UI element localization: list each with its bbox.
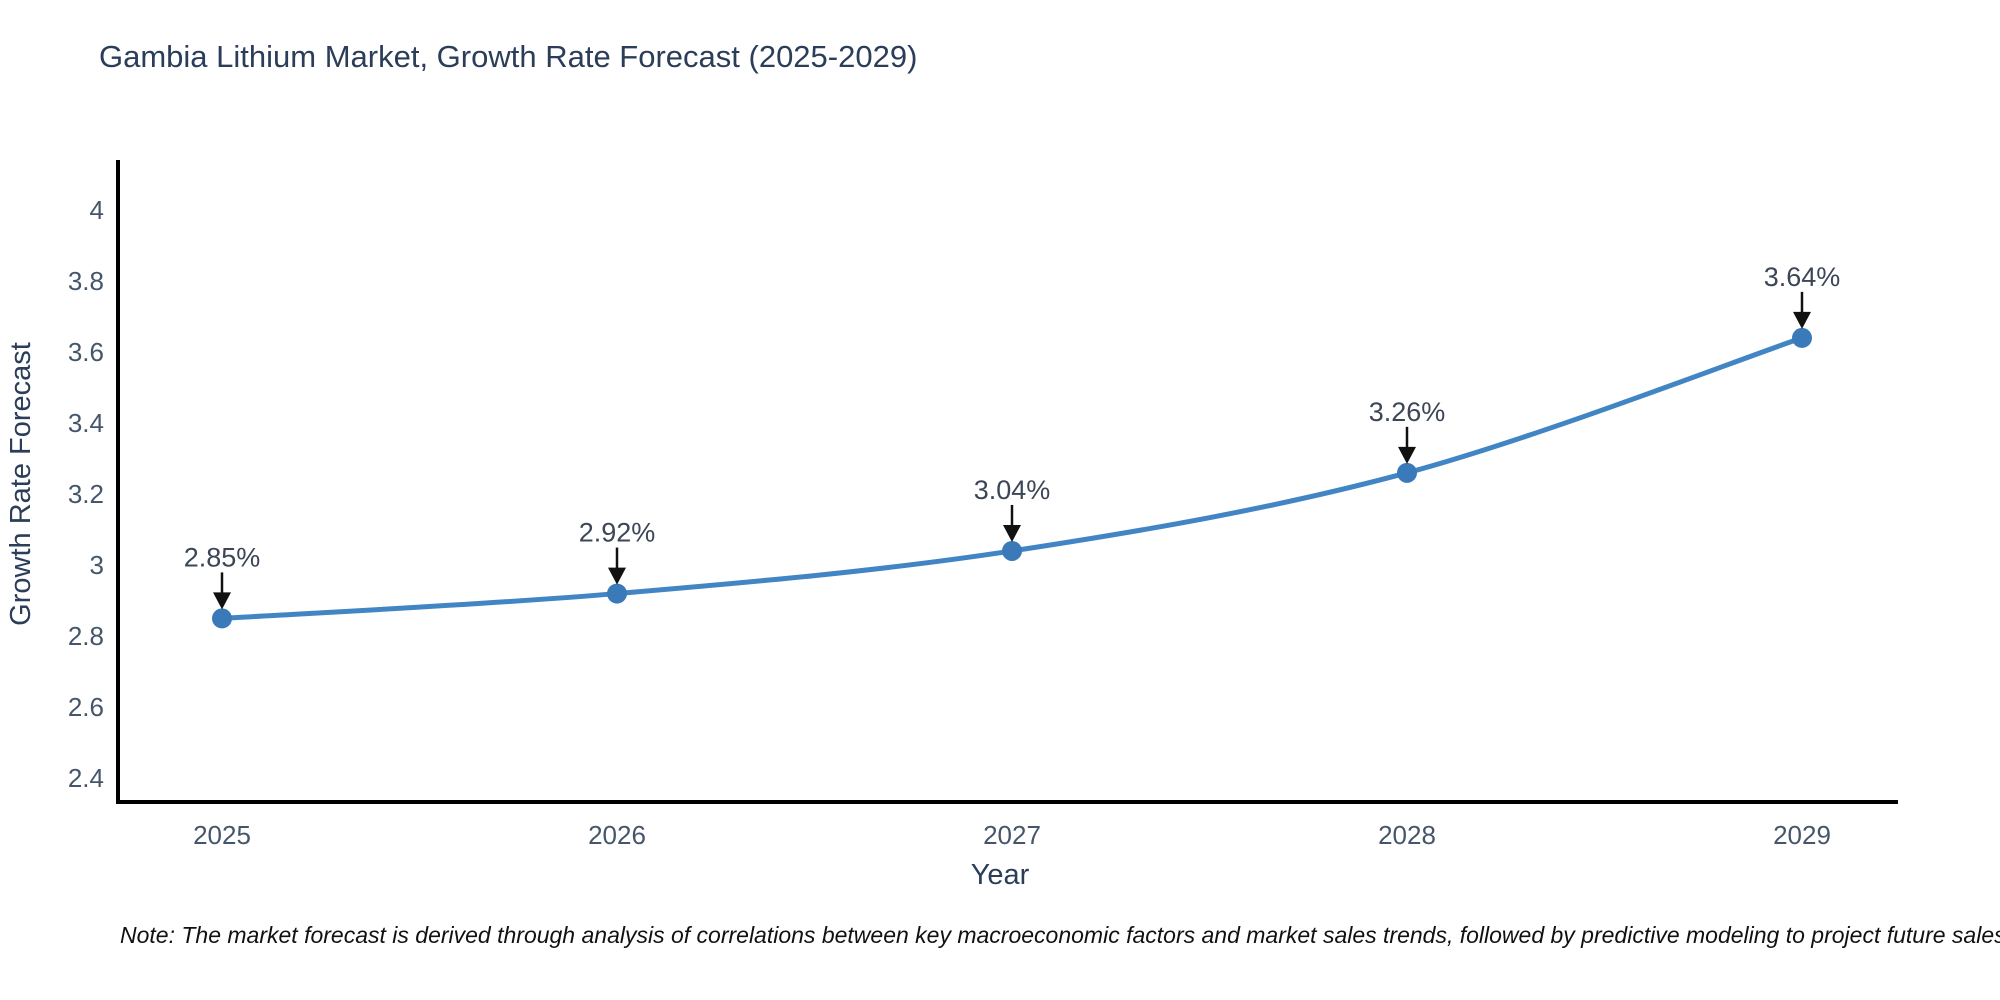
annotation-label: 3.64% (1764, 262, 1841, 292)
data-point-marker (212, 608, 232, 629)
annotation-arrow-head (213, 592, 231, 610)
data-point-marker (1002, 540, 1022, 561)
data-point-marker (607, 583, 627, 604)
annotation-label: 3.04% (974, 475, 1051, 505)
axis-lines (116, 160, 1898, 804)
chart-title: Gambia Lithium Market, Growth Rate Forec… (99, 39, 917, 74)
x-tick-label: 2025 (193, 820, 251, 850)
data-point-marker (1792, 327, 1812, 348)
x-tick-label: 2029 (1773, 820, 1831, 850)
y-tick-label: 3.8 (68, 266, 104, 296)
x-axis-title: Year (971, 859, 1030, 891)
y-tick-label: 2.6 (68, 692, 104, 722)
annotation-label: 2.92% (579, 518, 656, 548)
annotation-label: 3.26% (1369, 397, 1446, 427)
footnote: Note: The market forecast is derived thr… (120, 922, 2000, 948)
y-tick-label: 2.4 (68, 763, 104, 793)
x-tick-label: 2027 (983, 820, 1041, 850)
y-tick-label: 3.6 (68, 337, 104, 367)
annotation-arrow-head (1003, 524, 1021, 542)
y-tick-label: 3 (90, 550, 104, 580)
y-tick-label: 2.8 (68, 621, 104, 651)
x-tick-label: 2028 (1378, 820, 1436, 850)
y-tick-label: 4 (90, 195, 104, 225)
y-tick-label: 3.2 (68, 479, 104, 509)
y-tick-label: 3.4 (68, 408, 104, 438)
annotation-arrow-head (1793, 311, 1811, 329)
x-tick-label: 2026 (588, 820, 646, 850)
annotation-arrow-head (1398, 446, 1416, 464)
y-axis-title: Growth Rate Forecast (5, 342, 37, 626)
data-point-marker (1397, 462, 1417, 483)
annotation-label: 2.85% (184, 542, 261, 572)
annotation-arrow-head (608, 567, 626, 585)
plot-area: 4 3.8 3.6 3.4 3.2 3 2.8 2.6 2.4 2025 2026 2027 2028 2… (68, 160, 1898, 850)
